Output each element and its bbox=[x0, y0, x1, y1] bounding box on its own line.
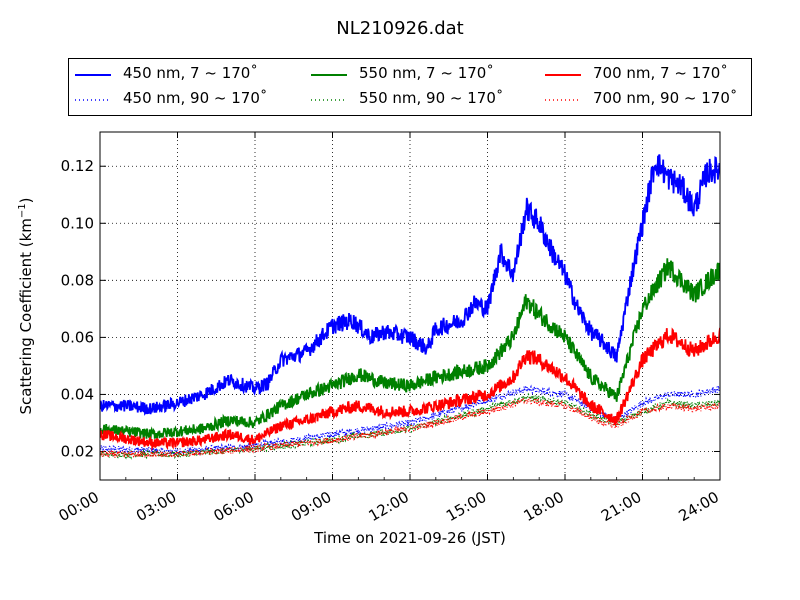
series-line-0 bbox=[100, 154, 720, 416]
y-tick-label: 0.02 bbox=[61, 442, 94, 460]
chart-legend: 450 nm, 7 ~ 170˚ 450 nm, 90 ~ 170˚ 550 n… bbox=[68, 58, 752, 116]
y-tick-label: 0.08 bbox=[61, 271, 94, 289]
x-tick-label: 09:00 bbox=[288, 488, 334, 525]
x-tick-label: 03:00 bbox=[133, 488, 179, 525]
y-tick-label: 0.04 bbox=[61, 385, 94, 403]
x-tick-label: 21:00 bbox=[598, 488, 644, 525]
x-tick-label: 24:00 bbox=[676, 488, 722, 525]
y-tick-label: 0.10 bbox=[61, 214, 94, 232]
y-tick-label: 0.12 bbox=[61, 157, 94, 175]
y-axis-label-close: ) bbox=[17, 197, 35, 204]
series-line-4 bbox=[100, 327, 720, 452]
chart-title: NL210926.dat bbox=[336, 18, 464, 39]
legend-label: 550 nm, 7 ~ 170˚ bbox=[359, 64, 494, 82]
x-tick-label: 18:00 bbox=[521, 488, 567, 525]
legend-label: 550 nm, 90 ~ 170˚ bbox=[359, 89, 504, 107]
plot-frame bbox=[99, 131, 721, 481]
x-tick-label: 06:00 bbox=[211, 488, 257, 525]
y-axis-label: Scattering Coefficient (km−1) bbox=[17, 197, 35, 414]
y-tick-label: 0.06 bbox=[61, 328, 94, 346]
x-tick-label: 00:00 bbox=[56, 488, 102, 525]
legend-label: 700 nm, 7 ~ 170˚ bbox=[593, 64, 728, 82]
y-axis-label-unit-exponent: −1 bbox=[17, 203, 28, 219]
series-line-5 bbox=[100, 395, 720, 460]
series-line-2 bbox=[100, 258, 720, 441]
x-tick-label: 12:00 bbox=[366, 488, 412, 525]
legend-label: 700 nm, 90 ~ 170˚ bbox=[593, 89, 738, 107]
y-axis-label-text: Scattering Coefficient (km bbox=[17, 218, 35, 415]
x-axis-label: Time on 2021-09-26 (JST) bbox=[314, 529, 506, 547]
x-tick-label: 15:00 bbox=[443, 488, 489, 525]
legend-label: 450 nm, 7 ~ 170˚ bbox=[123, 64, 258, 82]
legend-label: 450 nm, 90 ~ 170˚ bbox=[123, 89, 268, 107]
